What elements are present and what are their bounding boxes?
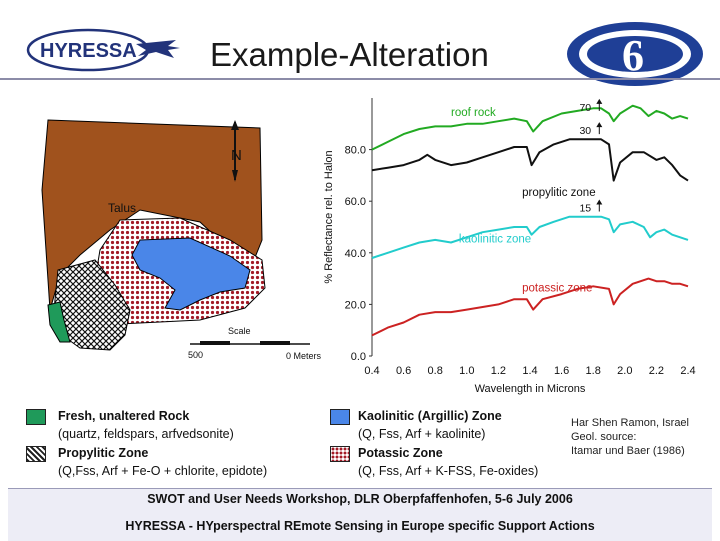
fresh-rock-zone: [47, 301, 71, 343]
x-tick-label: 2.2: [649, 365, 664, 377]
x-tick-label: 1.6: [554, 365, 569, 377]
scale-bar-segment: [200, 341, 230, 345]
legend-sub-propylitic: (Q,Fss, Arf + Fe-O + chlorite, epidote): [58, 464, 268, 478]
legend-title-potassic: Potassic Zone: [358, 446, 443, 460]
y-tick-label: 60.0: [345, 196, 366, 208]
talus-label: Talus: [108, 201, 136, 215]
y-tick-label: 0.0: [351, 351, 366, 363]
eu-logo-core: [587, 36, 683, 72]
legend-swatch-fresh: [26, 409, 46, 425]
eu-fp6-logo: 6: [567, 22, 703, 86]
series-line: [371, 277, 689, 337]
hyressa-logo-text: HYRESSA: [40, 40, 137, 62]
page-title: Example-Alteration: [210, 36, 489, 73]
chart-axes: [369, 98, 373, 357]
offset-arrow-head: [596, 122, 603, 128]
scale-left-label: 500: [188, 350, 203, 360]
north-arrow-head: [231, 120, 239, 130]
x-tick-label: 2.0: [617, 365, 632, 377]
alteration-map: N Talus Scale 500: [41, 119, 310, 360]
legend-title-fresh: Fresh, unaltered Rock: [58, 409, 190, 423]
x-tick-label: 2.4: [680, 365, 695, 377]
plane-icon: [136, 40, 180, 58]
legend-swatch-potassic: [330, 446, 350, 462]
footer-workshop: SWOT and User Needs Workshop, DLR Oberpf…: [147, 492, 573, 506]
y-tick-label: 20.0: [345, 299, 366, 311]
x-tick-label: 0.6: [396, 365, 411, 377]
legend-sub-kaolinitic: (Q, Fss, Arf + kaolinite): [358, 427, 486, 441]
series-name-label: potassic zone: [522, 283, 592, 295]
series-line: [371, 215, 689, 259]
chart-series-group: [371, 104, 689, 337]
legend-swatch-propylitic: [26, 446, 46, 462]
hyressa-logo: HYRESSA: [26, 28, 180, 72]
offset-label: 30: [579, 125, 591, 137]
legend-sub-potassic: (Q, Fss, Arf + K-FSS, Fe-oxides): [358, 464, 539, 478]
source-credit: Har Shen Ramon, Israel Geol. source: Ita…: [571, 416, 689, 458]
legend-sub-fresh: (quartz, feldspars, arfvedsonite): [58, 427, 234, 441]
x-tick-label: 0.4: [364, 365, 379, 377]
x-tick-label: 0.8: [428, 365, 443, 377]
north-label: N: [231, 147, 242, 164]
title-divider: [0, 78, 720, 80]
map-legend: Fresh, unaltered Rock (quartz, feldspars…: [0, 400, 720, 486]
chart-labels-group: 0.0 20.0 40.0 60.0 80.0 0.4 0.6 0.8 1.0 1.2 1.4 1.6…: [323, 98, 696, 395]
series-line: [371, 138, 689, 182]
offset-arrow-head: [596, 199, 603, 205]
x-tick-label: 1.2: [491, 365, 506, 377]
footer-project: HYRESSA - HYperspectral REmote Sensing i…: [125, 519, 595, 533]
scale-label: Scale: [228, 326, 251, 336]
offset-label: 15: [579, 203, 591, 215]
x-tick-label: 1.0: [459, 365, 474, 377]
eu-logo-number: 6: [622, 31, 644, 80]
credit-line: Har Shen Ramon, Israel: [571, 417, 689, 429]
credit-line: Geol. source:: [571, 431, 637, 443]
scale-right-label: 0 Meters: [286, 351, 322, 361]
footer-bar: [8, 488, 712, 541]
legend-title-kaolinitic: Kaolinitic (Argillic) Zone: [358, 409, 502, 423]
y-tick-label: 40.0: [345, 248, 366, 260]
credit-line: Itamar und Baer (1986): [571, 445, 685, 457]
y-axis-label: % Reflectance rel. to Halon: [323, 150, 335, 283]
scale-bar-segment: [260, 341, 290, 345]
series-line: [371, 104, 689, 151]
north-arrow-tail: [232, 170, 238, 182]
reflectance-chart: 0.0 20.0 40.0 60.0 80.0 0.4 0.6 0.8 1.0 1.2 1.4 1.6…: [323, 98, 696, 395]
series-name-label: kaolinitic zone: [459, 233, 531, 245]
kaolinitic-zone: [131, 237, 251, 311]
offset-arrow-head: [596, 98, 603, 104]
legend-title-propylitic: Propylitic Zone: [58, 446, 149, 460]
x-axis-label: Wavelength in Microns: [475, 383, 586, 395]
series-name-label: roof rock: [451, 107, 496, 119]
x-tick-label: 1.4: [522, 365, 537, 377]
legend-swatch-kaolinitic: [330, 409, 350, 425]
x-tick-label: 1.8: [586, 365, 601, 377]
y-tick-label: 80.0: [345, 145, 366, 157]
offset-label: 70: [579, 102, 591, 114]
series-name-label: propylitic zone: [522, 187, 596, 199]
